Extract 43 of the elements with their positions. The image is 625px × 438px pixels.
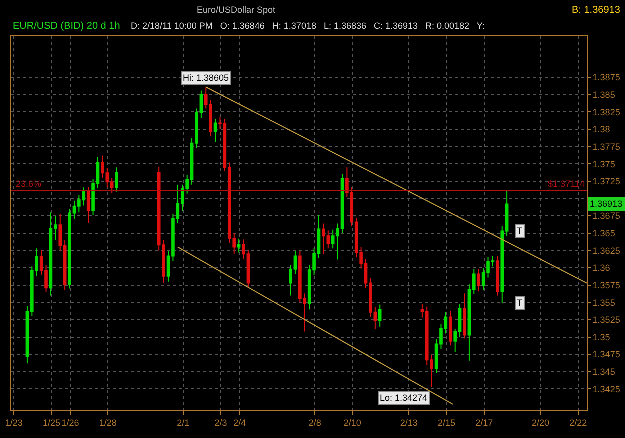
x-tick-label: 2/15 (438, 418, 456, 428)
y-tick-label: 1.3725 (592, 176, 620, 187)
y-tick-label: 1.3525 (592, 315, 620, 326)
x-tick-label: 2/22 (570, 418, 588, 428)
annotation: Hi: 1.38605 (183, 73, 230, 83)
x-tick-label: 1/28 (99, 418, 117, 428)
ref-line-label: $1.37114 (548, 179, 585, 189)
x-tick-label: 1/26 (62, 418, 80, 428)
y-tick-label: 1.3825 (592, 107, 620, 118)
annotation: T (517, 298, 523, 308)
y-tick-label: 1.355 (592, 298, 616, 308)
x-tick-label: 2/3 (214, 418, 228, 428)
x-tick-label: 2/20 (532, 418, 550, 428)
x-tick-label: 2/10 (344, 418, 362, 428)
annotation: T (517, 226, 523, 236)
y-tick-label: 1.3775 (592, 142, 620, 152)
x-tick-label: 1/23 (5, 418, 23, 428)
y-tick-label: 1.375 (592, 159, 616, 170)
x-tick-label: 1/25 (42, 418, 61, 428)
annotation: 23.6% (16, 179, 42, 189)
y-tick-label: 1.3675 (592, 211, 620, 222)
text: Euro/USDollar Spot (197, 5, 276, 15)
y-tick-label: 1.36 (592, 263, 610, 274)
chart-title: EUR/USD (BID) 20 d 1h (13, 21, 120, 32)
x-tick-label: 2/8 (308, 418, 322, 428)
y-tick-label: 1.3425 (592, 384, 620, 394)
text: 1.36913 (590, 199, 623, 209)
y-tick-label: 1.385 (592, 90, 616, 100)
y-tick-label: 1.3575 (592, 280, 620, 290)
x-tick-label: 2/4 (234, 418, 246, 428)
annotation: Lo: 1.34274 (380, 393, 428, 403)
x-tick-label: 2/17 (476, 418, 494, 428)
y-tick-label: 1.345 (592, 367, 616, 378)
y-tick-label: 1.38 (592, 124, 610, 135)
text: B: 1.36913 (572, 5, 621, 16)
x-tick-label: 2/1 (177, 418, 190, 428)
y-tick-label: 1.3875 (592, 72, 620, 83)
y-tick-label: 1.3625 (592, 246, 620, 256)
y-tick-label: 1.35 (592, 332, 610, 342)
x-tick-label: 2/13 (400, 418, 418, 428)
y-tick-label: 1.3475 (592, 350, 620, 360)
chart-subtitle: D: 2/18/11 10:00 PM O: 1.36846 H: 1.37018 L: 1.36836 C: 1.36913 R: 0.00182 Y: (131, 21, 485, 31)
y-tick-label: 1.365 (592, 228, 616, 239)
